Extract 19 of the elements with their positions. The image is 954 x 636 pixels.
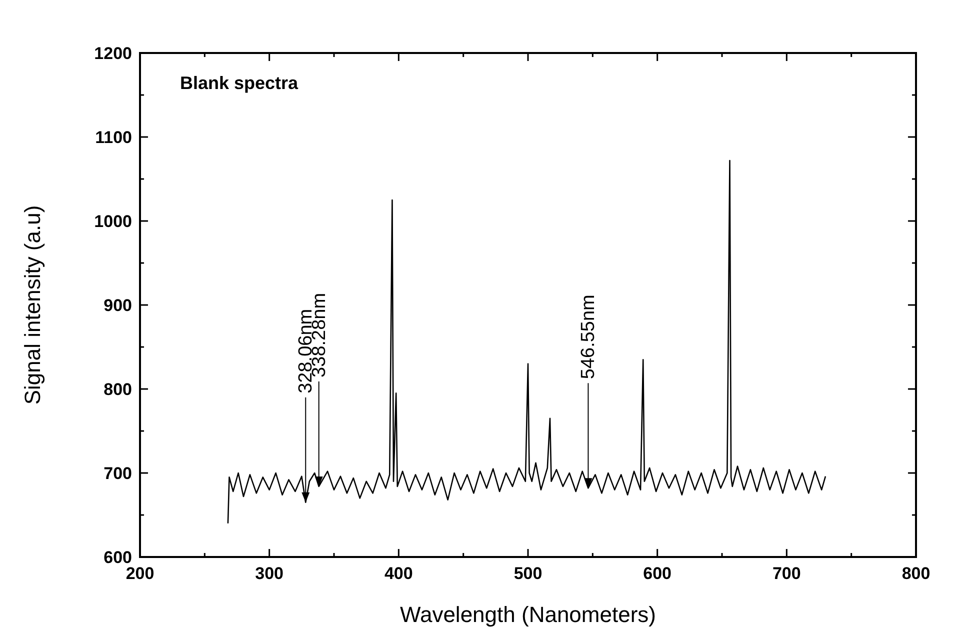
x-tick-label: 400: [384, 564, 413, 583]
y-tick-label: 1000: [94, 212, 132, 231]
x-tick-label: 500: [514, 564, 542, 583]
x-tick-label: 800: [902, 564, 930, 583]
y-tick-label: 600: [104, 548, 132, 567]
y-tick-label: 700: [104, 464, 132, 483]
x-tick-label: 200: [126, 564, 154, 583]
y-axis-title: Signal intensity (a.u): [20, 205, 45, 405]
y-tick-label: 1100: [95, 128, 132, 147]
annotation: 546.55nm: [578, 294, 600, 380]
text: Blank spectra: [180, 73, 300, 93]
y-tick-label: 800: [104, 380, 132, 399]
x-tick-label: 700: [772, 564, 801, 583]
x-tick-label: 600: [643, 564, 672, 583]
x-tick-label: 300: [255, 564, 284, 583]
y-tick-label: 1200: [94, 44, 132, 63]
line-series: [227, 160, 826, 524]
y-tick-label: 900: [104, 296, 132, 315]
x-axis-title: Wavelength (Nanometers): [400, 602, 656, 627]
